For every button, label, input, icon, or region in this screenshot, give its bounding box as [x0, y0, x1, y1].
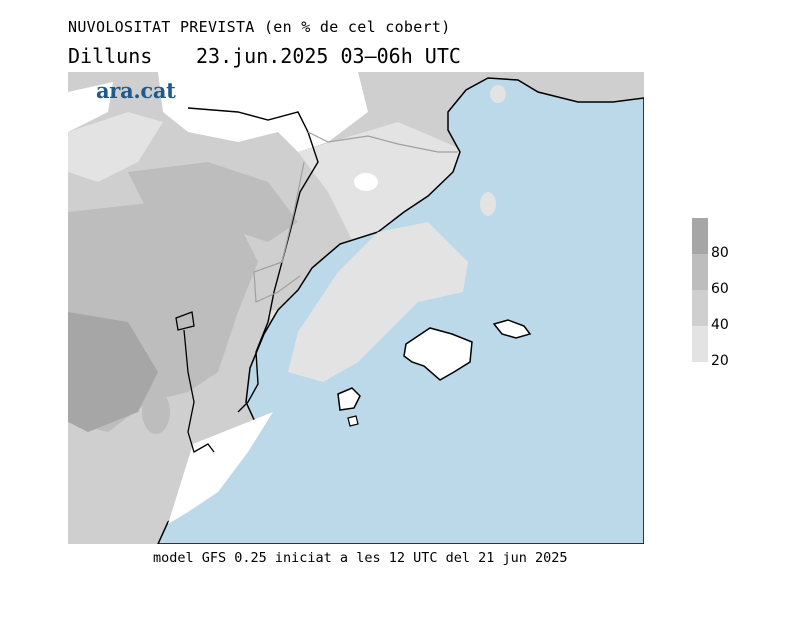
model-info: model GFS 0.25 iniciat a les 12 UTC del … — [153, 550, 568, 566]
legend-swatch-40 — [692, 290, 708, 326]
legend-label-60: 60 — [711, 281, 729, 297]
border-aragon-catalonia — [187, 107, 319, 413]
border-pyrenees — [307, 131, 458, 153]
sea-cloud-spot-2 — [490, 85, 506, 103]
clear-spot — [354, 173, 378, 191]
border-valencia — [175, 311, 215, 453]
map-subtitle: Dilluns 23.jun.2025 03–06h UTC — [68, 44, 461, 68]
legend-swatch-80 — [692, 218, 708, 254]
dark-cloud-area-2 — [128, 162, 298, 242]
island-formentera — [347, 415, 359, 427]
forecast-datetime: 23.jun.2025 03–06h UTC — [196, 44, 461, 68]
ara-cat-logo: ara.cat — [96, 78, 176, 103]
map-title: NUVOLOSITAT PREVISTA (en % de cel cobert… — [68, 18, 451, 36]
island-mallorca — [403, 327, 473, 381]
very-dark-cloud-area — [68, 312, 158, 432]
cloud-cover-legend: 80 60 40 20 — [692, 218, 752, 369]
legend-swatch-60 — [692, 254, 708, 290]
clear-coastal-area — [168, 412, 273, 524]
sea-cloud-spot-1 — [480, 192, 496, 216]
sea-cloud-patch — [288, 222, 468, 382]
legend-label-20: 20 — [711, 353, 729, 369]
clear-area-north — [158, 72, 368, 152]
forecast-day: Dilluns — [68, 44, 153, 68]
legend-swatch-20 — [692, 326, 708, 362]
island-menorca — [492, 319, 532, 339]
cloud-cover-map: ara.cat — [68, 72, 644, 544]
legend-label-40: 40 — [711, 317, 729, 333]
dark-cloud-spot — [142, 390, 170, 434]
border-provinces — [253, 161, 305, 303]
island-eivissa — [337, 387, 361, 411]
light-cloud-patch-1 — [68, 112, 163, 182]
map-canvas — [68, 72, 644, 544]
clear-area-northwest — [68, 82, 113, 132]
legend-label-80: 80 — [711, 245, 729, 261]
